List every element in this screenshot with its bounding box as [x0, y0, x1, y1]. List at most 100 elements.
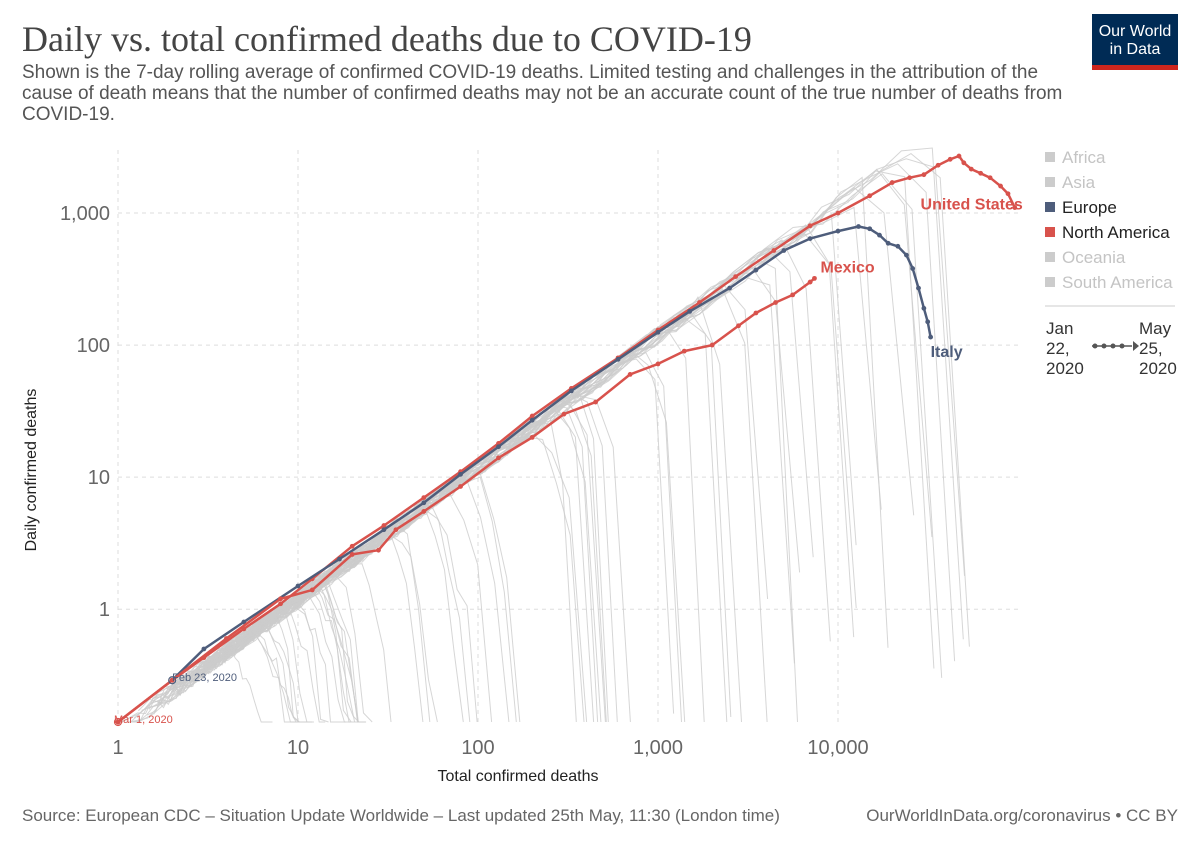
united-states-point — [921, 172, 927, 178]
italy-point — [781, 248, 787, 253]
timeline-start-label: 22, — [1046, 339, 1070, 358]
legend-swatch — [1045, 252, 1055, 262]
italy-point — [807, 236, 813, 242]
background-country-line — [199, 224, 857, 681]
logo-line-2: in Data — [1109, 41, 1161, 58]
mexico-point — [393, 527, 399, 533]
mexico-point — [496, 455, 501, 461]
united-states-point — [1012, 205, 1018, 210]
italy-point — [201, 646, 207, 652]
background-country-line — [153, 634, 302, 723]
united-states-point — [278, 601, 283, 607]
legend-item-asia: Asia — [1062, 173, 1096, 192]
annotation-marker — [168, 676, 177, 685]
mexico-point — [561, 411, 567, 417]
background-country-line — [217, 510, 478, 723]
axis-tick-labels: 1 10 100 1,000 10,000 1 10 100 1,000 — [60, 203, 869, 759]
united-states-point — [907, 175, 913, 181]
timeline-arrow-icon — [1133, 341, 1139, 351]
legend-item-south-america: South America — [1062, 273, 1173, 292]
credit-link[interactable]: OurWorldInData.org/coronavirus • CC BY — [866, 806, 1178, 825]
timeline-dot — [1092, 343, 1098, 349]
timeline-end-label: 2020 — [1139, 359, 1177, 378]
italy-point — [568, 388, 574, 394]
united-states-point — [935, 162, 941, 168]
timeline-start-label: 2020 — [1046, 359, 1084, 378]
united-states-point — [961, 160, 967, 166]
italy-point — [687, 308, 693, 314]
italy-point — [904, 252, 909, 258]
italy-point — [753, 267, 759, 273]
united-states-point — [381, 523, 387, 528]
highlighted-series: United States Italy Mexico Feb 23, 2020 Mar … — [113, 153, 1023, 727]
italy-point — [885, 240, 891, 246]
united-states-point — [867, 193, 873, 199]
united-states-point — [998, 183, 1003, 189]
united-states-point — [835, 210, 841, 216]
mexico-point — [812, 275, 817, 281]
owid-logo[interactable]: Our World in Data — [1092, 14, 1178, 70]
mexico-point — [790, 292, 796, 298]
background-country-line — [206, 158, 965, 669]
mexico-point — [458, 484, 463, 489]
mexico-point — [655, 361, 661, 367]
united-states-point — [947, 156, 953, 162]
legend-item-north-america: North America — [1062, 223, 1170, 242]
mexico-point — [115, 719, 121, 725]
background-country-line — [225, 394, 618, 723]
annotation-marker — [113, 717, 123, 727]
legend-swatch — [1045, 277, 1055, 287]
background-country-lines — [120, 147, 970, 723]
united-states-point — [987, 175, 993, 181]
mexico-point — [349, 552, 355, 557]
y-axis-title: Daily confirmed deaths — [23, 389, 40, 552]
italy-point — [928, 334, 934, 340]
italy-point — [867, 226, 873, 232]
mexico-line — [117, 277, 816, 723]
background-country-line — [121, 607, 329, 723]
united-states-point — [889, 180, 895, 185]
italy-label: Italy — [931, 344, 963, 361]
source-note[interactable]: Source: European CDC – Situation Update … — [22, 806, 780, 825]
mexico-point — [773, 300, 778, 305]
united-states-point — [1005, 191, 1011, 197]
italy-point — [295, 583, 301, 589]
mexico-point — [736, 323, 741, 329]
x-tick-label: 1,000 — [633, 737, 683, 759]
background-country-line — [222, 328, 705, 723]
mexico-point — [681, 348, 687, 354]
timeline-dot — [1110, 343, 1116, 349]
mexico-point — [309, 587, 315, 593]
united-states-point — [807, 223, 813, 229]
x-axis-title: Total confirmed deaths — [438, 768, 599, 785]
timeline-dot — [1101, 343, 1107, 349]
mexico-point — [807, 279, 813, 285]
italy-point — [877, 232, 882, 238]
grid-lines — [117, 150, 1018, 722]
mexico-point — [376, 547, 381, 553]
legend-item-oceania: Oceania — [1062, 248, 1126, 267]
annotation-label: Mar 1, 2020 — [114, 714, 173, 726]
background-country-line — [160, 577, 367, 723]
y-tick-label: 1 — [99, 599, 110, 621]
chart-title: Daily vs. total confirmed deaths due to … — [22, 19, 752, 59]
legend-swatch — [1045, 202, 1055, 212]
mexico-label: Mexico — [820, 259, 874, 276]
mexico-point — [753, 310, 759, 316]
background-country-line — [199, 498, 471, 723]
mexico-point — [223, 636, 229, 641]
y-tick-label: 10 — [88, 467, 110, 489]
background-country-line — [213, 163, 956, 667]
italy-point — [921, 305, 927, 311]
x-tick-label: 10,000 — [807, 737, 868, 759]
background-country-line — [182, 395, 631, 723]
logo-line-1: Our World — [1098, 23, 1172, 40]
italy-point — [910, 266, 916, 271]
italy-point — [381, 527, 387, 533]
united-states-point — [529, 413, 535, 419]
background-country-line — [217, 410, 577, 723]
x-tick-label: 1 — [112, 737, 123, 759]
italy-point — [856, 224, 861, 229]
